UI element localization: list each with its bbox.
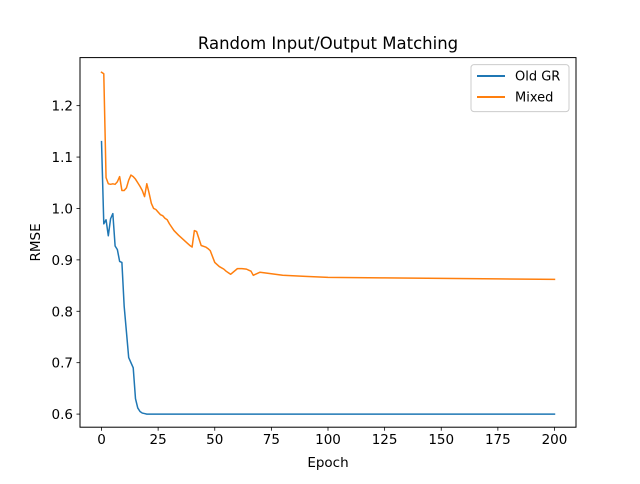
- x-tick-label: 175: [485, 432, 511, 448]
- series-layer: [100, 71, 556, 415]
- y-axis: 0.6 0.7 0.8 0.9 1.0 1.1 1.2: [52, 99, 80, 423]
- chart-title: Random Input/Output Matching: [198, 34, 458, 53]
- x-axis-label: Epoch: [307, 455, 348, 471]
- legend-label-old-gr: Old GR: [515, 70, 560, 85]
- y-tick-label: 1.2: [52, 99, 73, 115]
- x-tick-label: 100: [315, 432, 341, 448]
- x-axis: 0 25 50 75 100 125 150 175 200: [97, 427, 567, 448]
- y-tick-label: 1.1: [52, 150, 73, 166]
- x-tick-label: 0: [97, 432, 106, 448]
- y-tick-label: 1.0: [52, 201, 73, 217]
- x-tick-label: 150: [428, 432, 454, 448]
- y-tick-label: 0.7: [52, 356, 73, 372]
- x-tick-label: 75: [263, 432, 280, 448]
- x-tick-label: 25: [150, 432, 167, 448]
- legend-label-mixed: Mixed: [515, 91, 553, 106]
- series-line-old-gr: [100, 140, 556, 415]
- x-tick-label: 50: [206, 432, 223, 448]
- series-line-mixed: [100, 71, 556, 281]
- y-tick-label: 0.6: [52, 407, 73, 423]
- y-tick-label: 0.8: [52, 304, 73, 320]
- x-tick-label: 200: [542, 432, 568, 448]
- y-tick-label: 0.9: [52, 253, 73, 269]
- legend: Old GR Mixed: [470, 64, 570, 113]
- x-tick-label: 125: [372, 432, 398, 448]
- y-axis-label: RMSE: [28, 223, 44, 261]
